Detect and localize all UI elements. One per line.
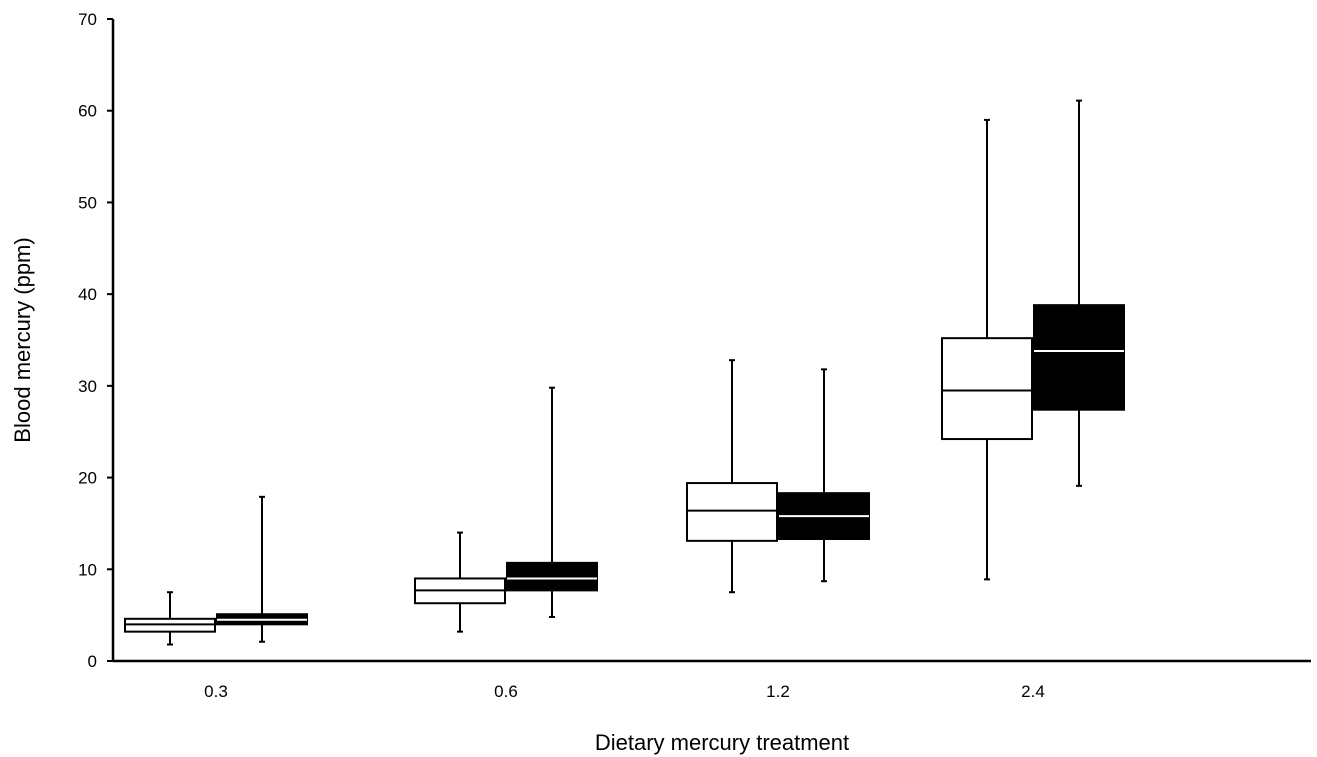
y-tick-label: 70 bbox=[78, 10, 97, 29]
box-plot-item bbox=[506, 386, 598, 618]
boxes-layer bbox=[124, 99, 1125, 646]
y-tick-label: 60 bbox=[78, 102, 97, 121]
box-plot-item bbox=[414, 531, 506, 633]
x-axis-title: Dietary mercury treatment bbox=[595, 730, 849, 755]
y-tick-label: 50 bbox=[78, 193, 97, 212]
x-tick-label: 2.4 bbox=[1021, 682, 1045, 701]
x-tick-label: 0.6 bbox=[494, 682, 518, 701]
box-plot-item bbox=[216, 495, 308, 643]
box-plot-item bbox=[941, 118, 1033, 581]
x-ticks: 0.3 0.6 1.2 2.4 bbox=[204, 682, 1045, 701]
box-iqr bbox=[686, 482, 778, 542]
y-ticks: 0 10 20 30 40 50 60 70 bbox=[78, 10, 113, 671]
box-plot-item bbox=[778, 368, 870, 583]
box-plot-item bbox=[1033, 99, 1125, 487]
axes-layer bbox=[111, 19, 1311, 663]
y-tick-label: 10 bbox=[78, 560, 97, 579]
box-plot-item bbox=[124, 591, 216, 646]
x-tick-label: 0.3 bbox=[204, 682, 228, 701]
box-plot-item bbox=[686, 359, 778, 594]
y-tick-label: 40 bbox=[78, 285, 97, 304]
y-tick-label: 30 bbox=[78, 377, 97, 396]
y-axis-title: Blood mercury (ppm) bbox=[10, 237, 35, 442]
box-iqr bbox=[1033, 304, 1125, 411]
y-tick-label: 20 bbox=[78, 469, 97, 488]
box-iqr bbox=[941, 337, 1033, 441]
y-tick-label: 0 bbox=[88, 652, 97, 671]
box-iqr bbox=[506, 561, 598, 592]
x-tick-label: 1.2 bbox=[766, 682, 790, 701]
